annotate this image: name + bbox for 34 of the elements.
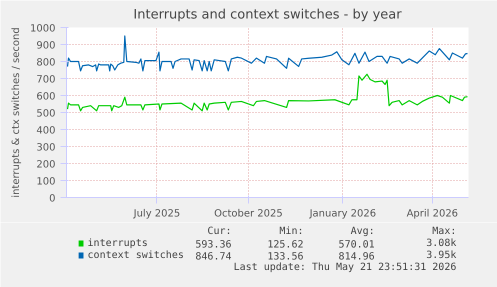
text: 814.96: [338, 252, 375, 262]
y-tick-label: 1000: [30, 24, 56, 34]
line-series: [66, 35, 468, 72]
legend-label: interrupts: [88, 238, 148, 249]
text: 3.95k: [426, 250, 456, 261]
text: Min:: [279, 226, 304, 237]
y-tick-label: 800: [36, 58, 56, 68]
y-tick-label: 900: [36, 40, 56, 52]
y-tick-label: 300: [36, 142, 56, 154]
y-tick-label: 600: [36, 92, 56, 102]
text: 133.56: [267, 252, 304, 262]
text: Max:: [432, 226, 456, 237]
text: 125.62: [267, 240, 304, 250]
x-tick-label: January 2026: [308, 208, 376, 220]
y-axis-title: interrupts & ctx switches / second: [11, 27, 22, 198]
chart-title: Interrupts and context switches - by year: [133, 8, 402, 22]
y-tick-label: 0: [49, 194, 56, 204]
text: Avg:: [350, 226, 375, 237]
y-tick-label: 200: [36, 160, 56, 170]
text: Cur:: [207, 226, 232, 237]
line-series: [66, 74, 468, 112]
legend-label: context switches: [88, 250, 184, 261]
text: 3.08k: [426, 238, 456, 249]
y-tick-label: 400: [36, 126, 56, 136]
text: 570.01: [338, 240, 375, 250]
y-tick-label: 700: [36, 74, 56, 86]
y-tick-label: 500: [36, 108, 56, 120]
y-tick-label: 100: [36, 176, 56, 188]
text: Last update: Thu May 21 23:51:31 2026: [234, 262, 456, 273]
x-tick-label: April 2026: [406, 208, 458, 220]
x-tick-label: July 2025: [132, 208, 180, 220]
x-tick-label: October 2025: [214, 208, 283, 220]
text: 846.74: [195, 252, 232, 262]
text: 593.36: [195, 240, 232, 250]
